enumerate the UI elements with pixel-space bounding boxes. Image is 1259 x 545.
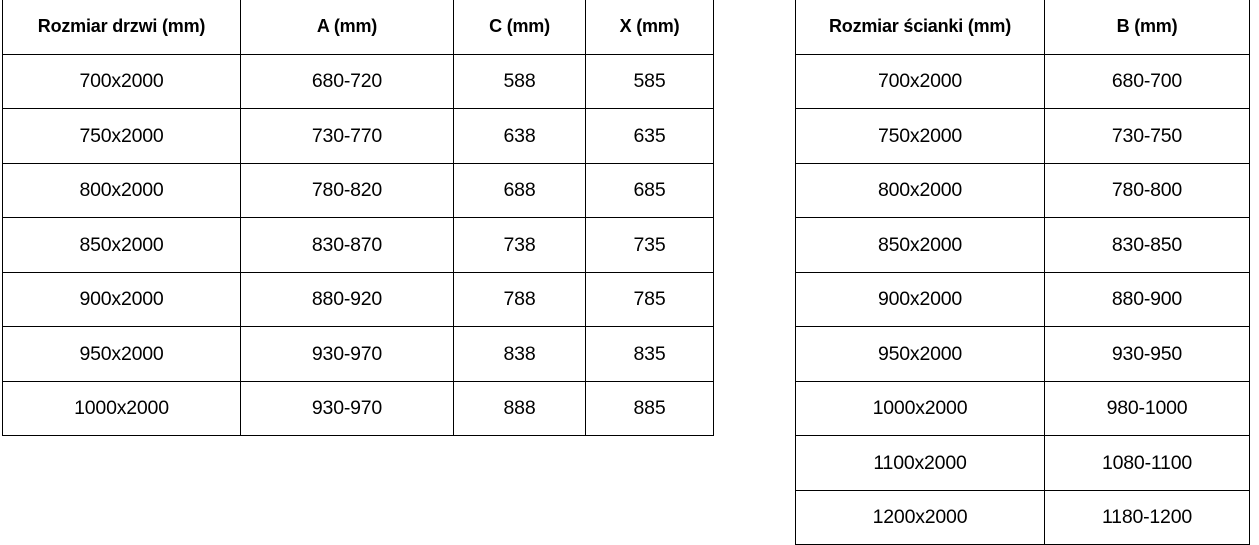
cell-wall-size: 1000x2000 [795, 380, 1045, 436]
cell-wall-size: 850x2000 [795, 217, 1045, 273]
cell-b: 880-900 [1044, 271, 1250, 327]
cell-wall-size: 950x2000 [795, 326, 1045, 382]
cell-c: 738 [453, 217, 586, 273]
cell-x: 585 [585, 53, 714, 109]
cell-b: 830-850 [1044, 217, 1250, 273]
table-row: 1000x2000 930-970 888 885 [2, 380, 714, 436]
column-header-c: C (mm) [453, 0, 586, 55]
cell-c: 838 [453, 326, 586, 382]
cell-wall-size: 1100x2000 [795, 435, 1045, 491]
column-header-wall-size: Rozmiar ścianki (mm) [795, 0, 1045, 55]
cell-c: 588 [453, 53, 586, 109]
cell-a: 830-870 [240, 217, 454, 273]
column-header-x: X (mm) [585, 0, 714, 55]
cell-x: 835 [585, 326, 714, 382]
cell-wall-size: 900x2000 [795, 271, 1045, 327]
table-row: 1200x2000 1180-1200 [795, 489, 1250, 545]
cell-x: 885 [585, 380, 714, 436]
cell-wall-size: 800x2000 [795, 162, 1045, 218]
wall-size-table-body: 700x2000 680-700 750x2000 730-750 800x20… [795, 53, 1250, 545]
table-row: 950x2000 930-950 [795, 326, 1250, 382]
column-header-b: B (mm) [1044, 0, 1250, 55]
table-row: 850x2000 830-850 [795, 217, 1250, 273]
cell-wall-size: 750x2000 [795, 108, 1045, 164]
cell-door-size: 750x2000 [2, 108, 241, 164]
table-row: 750x2000 730-750 [795, 108, 1250, 164]
table-header-row: Rozmiar drzwi (mm) A (mm) C (mm) X (mm) [2, 0, 714, 55]
cell-b: 1080-1100 [1044, 435, 1250, 491]
cell-door-size: 900x2000 [2, 271, 241, 327]
cell-x: 685 [585, 162, 714, 218]
table-row: 950x2000 930-970 838 835 [2, 326, 714, 382]
cell-b: 780-800 [1044, 162, 1250, 218]
cell-a: 780-820 [240, 162, 454, 218]
cell-b: 680-700 [1044, 53, 1250, 109]
cell-b: 730-750 [1044, 108, 1250, 164]
table-row: 1000x2000 980-1000 [795, 380, 1250, 436]
cell-door-size: 950x2000 [2, 326, 241, 382]
cell-door-size: 700x2000 [2, 53, 241, 109]
cell-c: 638 [453, 108, 586, 164]
cell-x: 735 [585, 217, 714, 273]
cell-door-size: 1000x2000 [2, 380, 241, 436]
cell-c: 688 [453, 162, 586, 218]
cell-b: 1180-1200 [1044, 489, 1250, 545]
cell-x: 635 [585, 108, 714, 164]
table-row: 750x2000 730-770 638 635 [2, 108, 714, 164]
cell-x: 785 [585, 271, 714, 327]
cell-wall-size: 700x2000 [795, 53, 1045, 109]
cell-a: 930-970 [240, 326, 454, 382]
cell-door-size: 800x2000 [2, 162, 241, 218]
cell-a: 730-770 [240, 108, 454, 164]
table-header-row: Rozmiar ścianki (mm) B (mm) [795, 0, 1250, 55]
door-size-table-header: Rozmiar drzwi (mm) A (mm) C (mm) X (mm) [2, 0, 714, 55]
cell-a: 880-920 [240, 271, 454, 327]
door-size-table-body: 700x2000 680-720 588 585 750x2000 730-77… [2, 53, 714, 436]
cell-c: 788 [453, 271, 586, 327]
table-row: 850x2000 830-870 738 735 [2, 217, 714, 273]
column-header-door-size: Rozmiar drzwi (mm) [2, 0, 241, 55]
cell-a: 680-720 [240, 53, 454, 109]
column-header-a: A (mm) [240, 0, 454, 55]
cell-wall-size: 1200x2000 [795, 489, 1045, 545]
wall-size-table: Rozmiar ścianki (mm) B (mm) 700x2000 680… [795, 0, 1250, 545]
wall-size-table-header: Rozmiar ścianki (mm) B (mm) [795, 0, 1250, 55]
cell-a: 930-970 [240, 380, 454, 436]
table-row: 1100x2000 1080-1100 [795, 435, 1250, 491]
cell-b: 980-1000 [1044, 380, 1250, 436]
cell-door-size: 850x2000 [2, 217, 241, 273]
door-size-table: Rozmiar drzwi (mm) A (mm) C (mm) X (mm) … [2, 0, 714, 436]
table-row: 700x2000 680-700 [795, 53, 1250, 109]
table-row: 900x2000 880-900 [795, 271, 1250, 327]
cell-c: 888 [453, 380, 586, 436]
table-row: 800x2000 780-820 688 685 [2, 162, 714, 218]
table-row: 700x2000 680-720 588 585 [2, 53, 714, 109]
table-row: 900x2000 880-920 788 785 [2, 271, 714, 327]
table-row: 800x2000 780-800 [795, 162, 1250, 218]
cell-b: 930-950 [1044, 326, 1250, 382]
